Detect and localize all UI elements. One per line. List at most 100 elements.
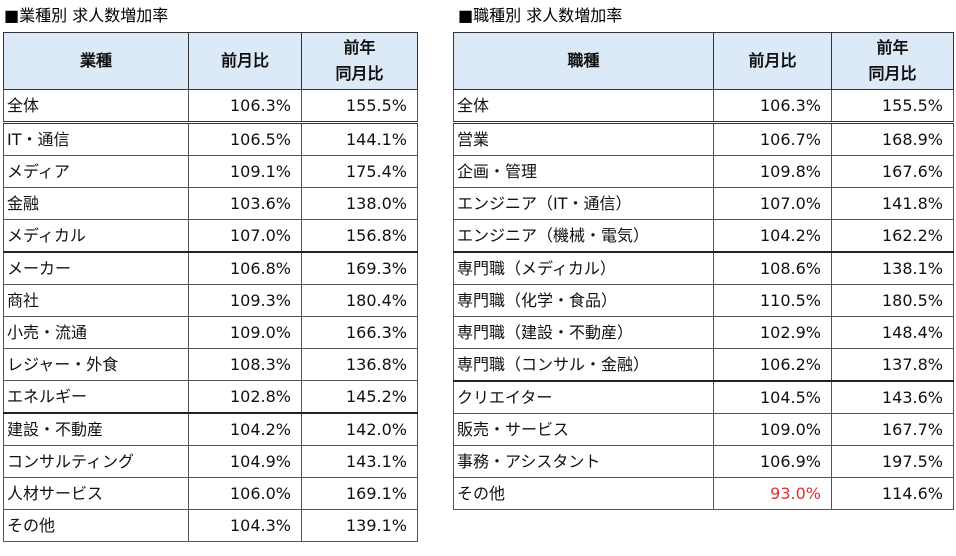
row-name-cell: 専門職（化学・食品）	[453, 284, 714, 317]
row-mom-cell: 106.9%	[713, 445, 832, 478]
row-yoy-cell: 156.8%	[301, 219, 418, 253]
row-mom-cell: 104.2%	[713, 219, 832, 253]
row-yoy-cell: 143.6%	[831, 380, 954, 414]
table-row: 営業 106.7% 168.9%	[453, 121, 954, 156]
row-yoy-cell: 138.0%	[301, 187, 418, 220]
row-mom-cell: 109.0%	[713, 413, 832, 446]
table-row: 企画・管理 109.8% 167.6%	[453, 155, 954, 188]
row-mom-cell: 107.0%	[188, 219, 302, 253]
row-yoy-cell: 180.4%	[301, 284, 418, 317]
table-row: エネルギー 102.8% 145.2%	[3, 380, 418, 414]
header-month-over-month: 前月比	[188, 32, 302, 90]
row-name-cell: 建設・不動産	[3, 412, 189, 446]
row-mom-cell: 107.0%	[713, 187, 832, 220]
row-name-cell: メーカー	[3, 251, 189, 285]
row-yoy-cell: 144.1%	[301, 121, 418, 156]
table-header-row: 業種 前月比 前年 同月比	[3, 32, 418, 90]
row-name-cell: IT・通信	[3, 121, 189, 156]
row-mom-cell: 110.5%	[713, 284, 832, 317]
table-row: 全体 106.3% 155.5%	[3, 89, 418, 123]
row-mom-cell: 108.6%	[713, 251, 832, 285]
table-row: 販売・サービス 109.0% 167.7%	[453, 413, 954, 446]
header-yoy-line2: 同月比	[335, 64, 384, 83]
row-yoy-cell: 114.6%	[831, 477, 954, 510]
row-yoy-cell: 180.5%	[831, 284, 954, 317]
row-mom-cell: 104.3%	[188, 509, 302, 542]
row-mom-cell: 106.3%	[713, 89, 832, 123]
table-row: 建設・不動産 104.2% 142.0%	[3, 412, 418, 446]
job-type-rate-table: 職種 前月比 前年 同月比 全体 106.3% 155.5% 営業 106.7% 168.…	[453, 32, 954, 510]
row-mom-cell: 104.2%	[188, 412, 302, 446]
row-yoy-cell: 166.3%	[301, 316, 418, 349]
industry-rate-table: 業種 前月比 前年 同月比 全体 106.3% 155.5% IT・通信 106.5% 1…	[3, 32, 418, 542]
row-name-cell: エンジニア（IT・通信）	[453, 187, 714, 220]
header-industry: 業種	[3, 32, 189, 90]
row-yoy-cell: 168.9%	[831, 121, 954, 156]
row-mom-cell: 102.9%	[713, 316, 832, 349]
row-name-cell: コンサルティング	[3, 445, 189, 478]
row-name-cell: 人材サービス	[3, 477, 189, 510]
table-row: クリエイター 104.5% 143.6%	[453, 380, 954, 414]
row-mom-cell: 108.3%	[188, 348, 302, 381]
row-yoy-cell: 162.2%	[831, 219, 954, 253]
row-name-cell: 小売・流通	[3, 316, 189, 349]
job-type-table-title: ■職種別 求人数増加率	[458, 6, 623, 25]
row-mom-cell: 106.5%	[188, 121, 302, 156]
row-mom-cell: 106.0%	[188, 477, 302, 510]
row-yoy-cell: 139.1%	[301, 509, 418, 542]
table-row: その他 104.3% 139.1%	[3, 509, 418, 542]
row-mom-cell: 109.1%	[188, 155, 302, 188]
row-yoy-cell: 169.1%	[301, 477, 418, 510]
row-yoy-cell: 175.4%	[301, 155, 418, 188]
table-row: 人材サービス 106.0% 169.1%	[3, 477, 418, 510]
row-name-cell: エネルギー	[3, 380, 189, 414]
table-row: 金融 103.6% 138.0%	[3, 187, 418, 220]
table-row: メディカル 107.0% 156.8%	[3, 219, 418, 253]
row-name-cell: 専門職（メディカル）	[453, 251, 714, 285]
table-row: 小売・流通 109.0% 166.3%	[3, 316, 418, 349]
row-yoy-cell: 197.5%	[831, 445, 954, 478]
table-row: 専門職（メディカル） 108.6% 138.1%	[453, 251, 954, 285]
row-name-cell: 専門職（建設・不動産）	[453, 316, 714, 349]
table-row: その他 93.0% 114.6%	[453, 477, 954, 510]
header-yoy-line2: 同月比	[868, 64, 917, 83]
row-name-cell: その他	[453, 477, 714, 510]
row-mom-cell: 106.7%	[713, 121, 832, 156]
row-name-cell: 営業	[453, 121, 714, 156]
row-name-cell: 金融	[3, 187, 189, 220]
row-name-cell: 企画・管理	[453, 155, 714, 188]
header-month-over-month: 前月比	[713, 32, 832, 90]
table-row: 商社 109.3% 180.4%	[3, 284, 418, 317]
table-row: 専門職（化学・食品） 110.5% 180.5%	[453, 284, 954, 317]
header-job-type: 職種	[453, 32, 714, 90]
header-year-over-year: 前年 同月比	[301, 32, 418, 90]
row-yoy-cell: 137.8%	[831, 348, 954, 382]
row-yoy-cell: 141.8%	[831, 187, 954, 220]
row-yoy-cell: 155.5%	[301, 89, 418, 123]
table-row: 事務・アシスタント 106.9% 197.5%	[453, 445, 954, 478]
row-yoy-cell: 143.1%	[301, 445, 418, 478]
row-name-cell: その他	[3, 509, 189, 542]
table-row: エンジニア（IT・通信） 107.0% 141.8%	[453, 187, 954, 220]
table-row: エンジニア（機械・電気） 104.2% 162.2%	[453, 219, 954, 253]
table-row: 全体 106.3% 155.5%	[453, 89, 954, 123]
row-mom-cell: 106.3%	[188, 89, 302, 123]
row-name-cell: 全体	[453, 89, 714, 123]
row-name-cell: クリエイター	[453, 380, 714, 414]
row-yoy-cell: 145.2%	[301, 380, 418, 414]
header-year-over-year: 前年 同月比	[831, 32, 954, 90]
row-name-cell: エンジニア（機械・電気）	[453, 219, 714, 253]
row-yoy-cell: 169.3%	[301, 251, 418, 285]
row-name-cell: 販売・サービス	[453, 413, 714, 446]
table-row: 専門職（コンサル・金融） 106.2% 137.8%	[453, 348, 954, 382]
row-name-cell: メディア	[3, 155, 189, 188]
row-mom-cell: 103.6%	[188, 187, 302, 220]
row-yoy-cell: 167.7%	[831, 413, 954, 446]
row-yoy-cell: 167.6%	[831, 155, 954, 188]
row-mom-cell: 104.5%	[713, 380, 832, 414]
table-header-row: 職種 前月比 前年 同月比	[453, 32, 954, 90]
table-row: IT・通信 106.5% 144.1%	[3, 121, 418, 156]
row-yoy-cell: 155.5%	[831, 89, 954, 123]
row-yoy-cell: 138.1%	[831, 251, 954, 285]
table-row: メディア 109.1% 175.4%	[3, 155, 418, 188]
